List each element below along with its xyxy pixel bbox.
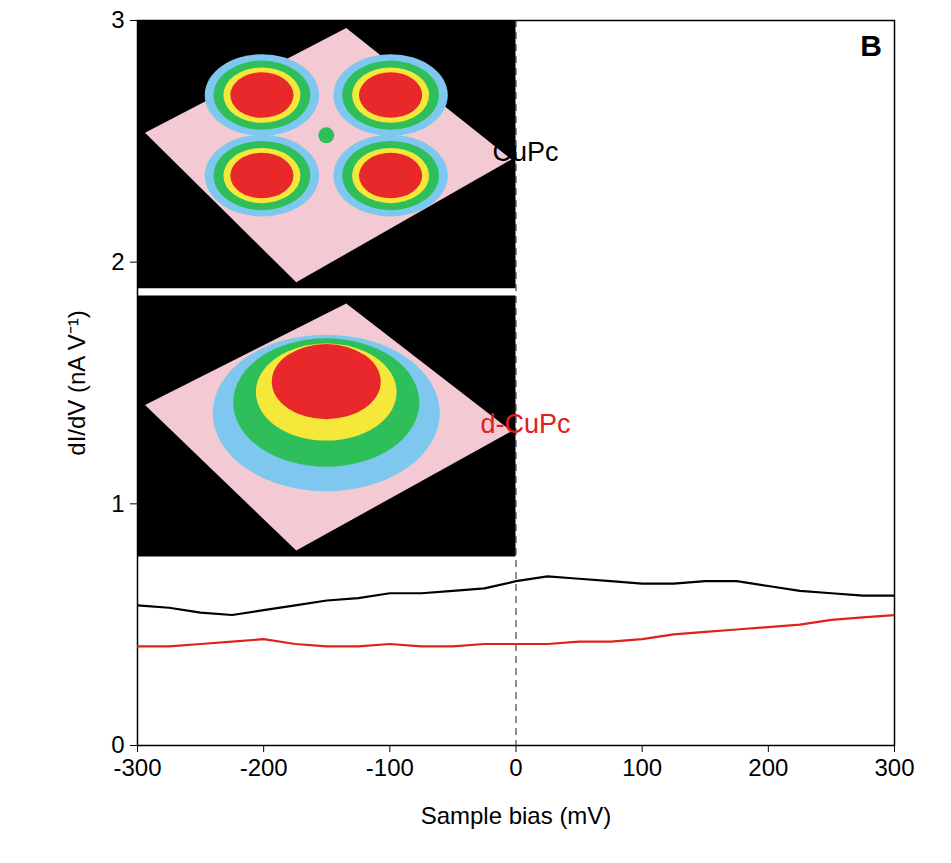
svg-text:-200: -200 [240, 754, 288, 781]
svg-text:-100: -100 [366, 754, 414, 781]
svg-text:Sample bias (mV): Sample bias (mV) [421, 802, 612, 829]
svg-text:1: 1 [111, 490, 124, 517]
svg-text:3: 3 [111, 6, 124, 33]
svg-text:0: 0 [509, 754, 522, 781]
svg-text:B: B [860, 29, 882, 62]
svg-text:d-CuPc: d-CuPc [480, 409, 570, 439]
svg-text:-300: -300 [113, 754, 161, 781]
svg-text:0: 0 [111, 731, 125, 759]
svg-text:2: 2 [111, 248, 124, 275]
svg-text:100: 100 [622, 754, 662, 781]
svg-text:300: 300 [874, 754, 914, 781]
svg-text:dI/dV (nA V⁻¹): dI/dV (nA V⁻¹) [63, 310, 90, 455]
svg-text:CuPc: CuPc [492, 137, 558, 167]
svg-text:200: 200 [748, 754, 788, 781]
